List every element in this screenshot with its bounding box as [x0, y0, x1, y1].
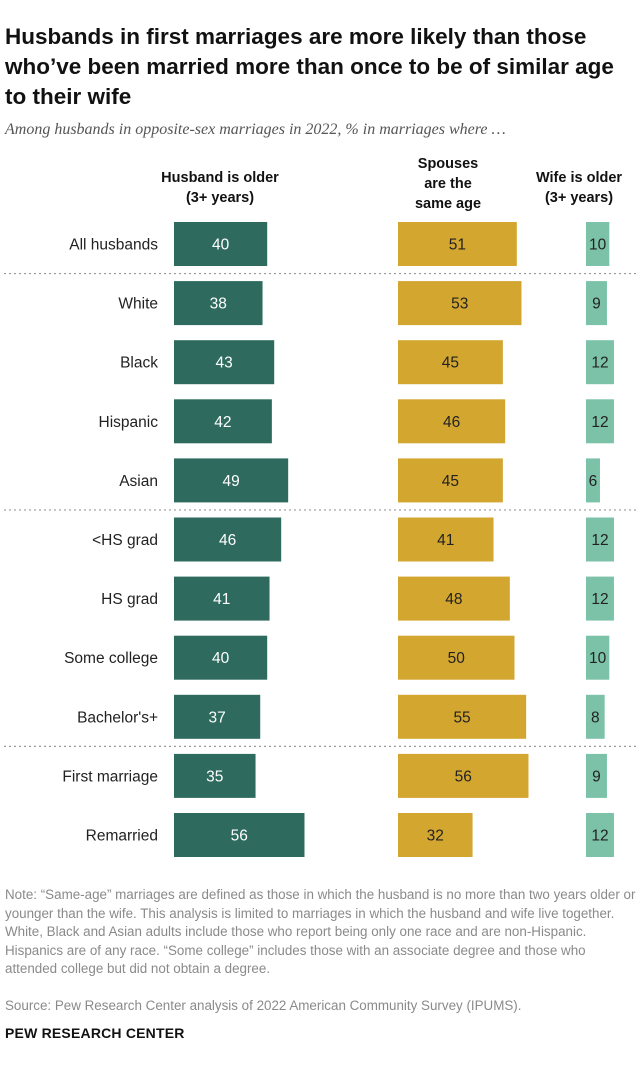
data-label: 55 [453, 709, 470, 726]
row-label: Hispanic [99, 414, 159, 431]
data-label: 56 [231, 828, 248, 845]
data-label: 56 [455, 768, 472, 785]
data-label: 41 [213, 591, 230, 608]
data-label: 10 [589, 237, 607, 254]
bar [398, 281, 522, 326]
data-label: 12 [591, 414, 608, 431]
bar [586, 635, 610, 680]
bar-chart: All husbands 40 51 10 White 38 53 9 Black 43 45 12 H… [4, 222, 636, 857]
bar [174, 813, 305, 857]
data-label: 46 [219, 532, 236, 549]
bar [586, 399, 614, 444]
bar [174, 576, 270, 621]
chart-subtitle: Among husbands in opposite-sex marriages… [5, 121, 506, 138]
bar [586, 517, 614, 562]
bar [398, 399, 506, 444]
bar [398, 753, 529, 798]
chart-source: Source: Pew Research Center analysis of … [5, 998, 522, 1013]
column-header-line: Spouses [417, 156, 479, 172]
row-label: Bachelor's+ [77, 709, 158, 726]
data-label: 42 [214, 414, 231, 431]
data-label: 46 [443, 414, 460, 431]
row-label: Asian [119, 473, 158, 490]
data-label: 12 [591, 828, 608, 845]
row-label: First marriage [62, 768, 158, 785]
bar [398, 813, 473, 857]
data-label: 12 [591, 591, 608, 608]
column-header-husband-older: Husband is older (3+ years) [140, 168, 300, 208]
column-header-wife-older: Wife is older (3+ years) [520, 168, 638, 208]
bar [174, 517, 282, 562]
data-label: 51 [449, 237, 466, 254]
data-label: 12 [591, 355, 608, 372]
chart-title: Husbands in first marriages are more lik… [5, 24, 614, 109]
data-label: 37 [208, 709, 225, 726]
bar [174, 340, 275, 385]
bar [398, 517, 494, 562]
column-header-same-age: Spouses are the same age [388, 154, 508, 214]
bar [398, 576, 510, 621]
bar [174, 635, 268, 680]
column-header-line: same age [414, 196, 482, 212]
bar [586, 281, 607, 326]
column-header-line: Husband is older [161, 170, 279, 186]
column-header-line: Wife is older [535, 170, 623, 186]
row-label: <HS grad [92, 532, 158, 549]
data-label: 45 [442, 473, 459, 490]
bar [398, 340, 503, 385]
bar [586, 458, 600, 503]
pew-research-center-logo: PEW RESEARCH CENTER [5, 1025, 185, 1041]
chart-note: Note: “Same-age” marriages are defined a… [5, 887, 636, 976]
row-label: Black [120, 355, 158, 372]
data-label: 10 [589, 650, 607, 667]
bar [174, 753, 256, 798]
data-label: 12 [591, 532, 608, 549]
row-label: All husbands [69, 237, 158, 254]
column-header-line: (3+ years) [544, 190, 614, 206]
data-label: 8 [591, 709, 600, 726]
column-header-line: are the [424, 176, 472, 192]
data-label: 53 [451, 296, 468, 313]
data-label: 9 [592, 296, 601, 313]
bar [174, 458, 289, 503]
data-label: 38 [210, 296, 227, 313]
bar [174, 399, 272, 444]
data-label: 35 [206, 768, 223, 785]
column-header-line: (3+ years) [185, 190, 255, 206]
data-label: 40 [212, 650, 230, 667]
bar [586, 694, 605, 739]
row-label: Some college [64, 650, 158, 667]
bar [586, 753, 607, 798]
data-label: 43 [215, 355, 232, 372]
bar [586, 340, 614, 385]
data-label: 41 [437, 532, 454, 549]
data-label: 40 [212, 237, 230, 254]
bar [398, 222, 517, 266]
data-label: 48 [445, 591, 462, 608]
data-label: 45 [442, 355, 459, 372]
row-label: HS grad [101, 591, 158, 608]
bar [398, 635, 515, 680]
bar [398, 458, 503, 503]
data-label: 50 [448, 650, 466, 667]
bar [586, 576, 614, 621]
bar [398, 694, 527, 739]
bar [586, 222, 610, 266]
bar [174, 694, 261, 739]
data-label: 49 [222, 473, 239, 490]
data-label: 6 [589, 473, 598, 490]
bar [586, 813, 614, 857]
data-label: 32 [427, 828, 444, 845]
bar [174, 222, 268, 266]
data-label: 9 [592, 768, 601, 785]
bar [174, 281, 263, 326]
row-label: White [118, 296, 158, 313]
row-label: Remarried [86, 828, 158, 845]
